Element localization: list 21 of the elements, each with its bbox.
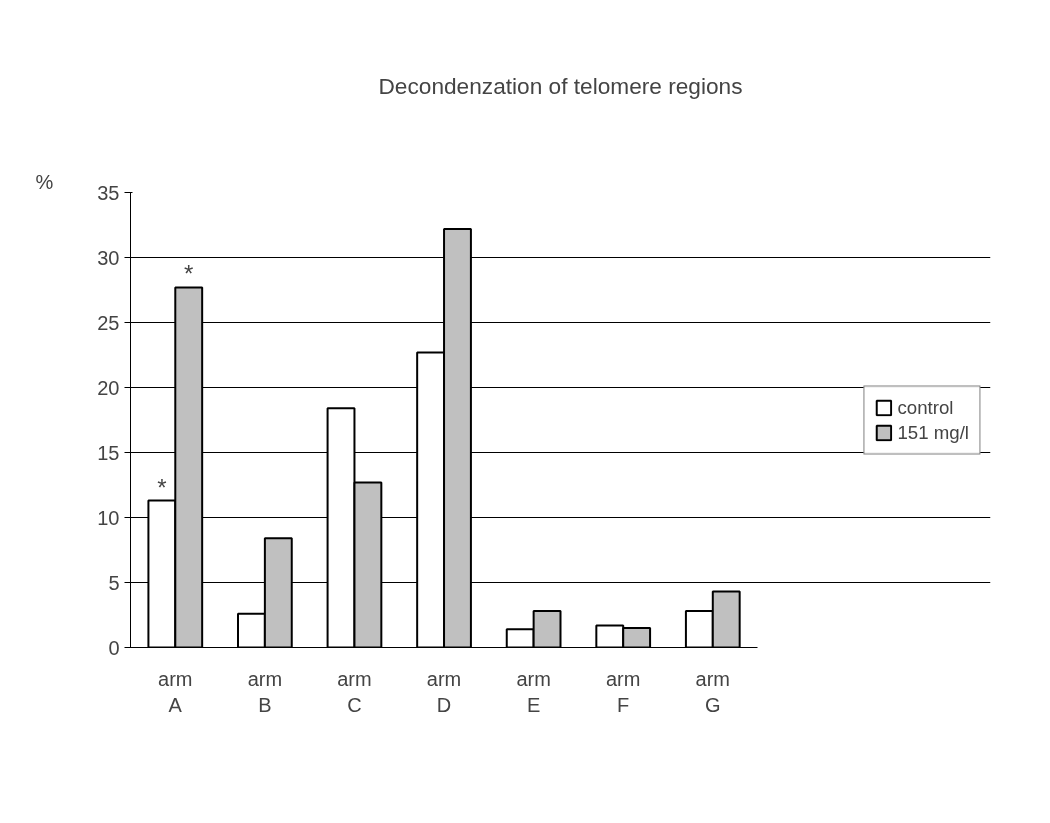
y-tick-label: 20 bbox=[97, 376, 120, 399]
y-tick-label: 25 bbox=[97, 311, 120, 334]
y-tick-label: 5 bbox=[108, 571, 120, 594]
annotation: * bbox=[157, 473, 167, 501]
x-tick-label: arm B bbox=[247, 667, 283, 716]
legend-label: control bbox=[897, 396, 954, 418]
y-tick-label: 35 bbox=[97, 181, 120, 204]
legend-label: 151 mg/l bbox=[897, 421, 969, 443]
x-tick-label: arm G bbox=[695, 667, 731, 716]
x-tick-label: arm E bbox=[516, 667, 551, 716]
y-tick-label: 30 bbox=[97, 246, 120, 269]
y-tick-label: 15 bbox=[97, 441, 120, 464]
x-tick-label: arm F bbox=[605, 667, 641, 716]
annotation: * bbox=[184, 260, 194, 288]
chart-title: Decondenzation of telomere regions bbox=[378, 72, 743, 99]
x-tick-label: arm D bbox=[426, 667, 462, 716]
y-axis-title: % bbox=[35, 170, 54, 193]
x-tick-label: arm C bbox=[337, 667, 372, 716]
y-tick-label: 0 bbox=[108, 636, 120, 659]
x-tick-label: arm A bbox=[158, 667, 193, 716]
y-tick-label: 10 bbox=[97, 506, 120, 529]
